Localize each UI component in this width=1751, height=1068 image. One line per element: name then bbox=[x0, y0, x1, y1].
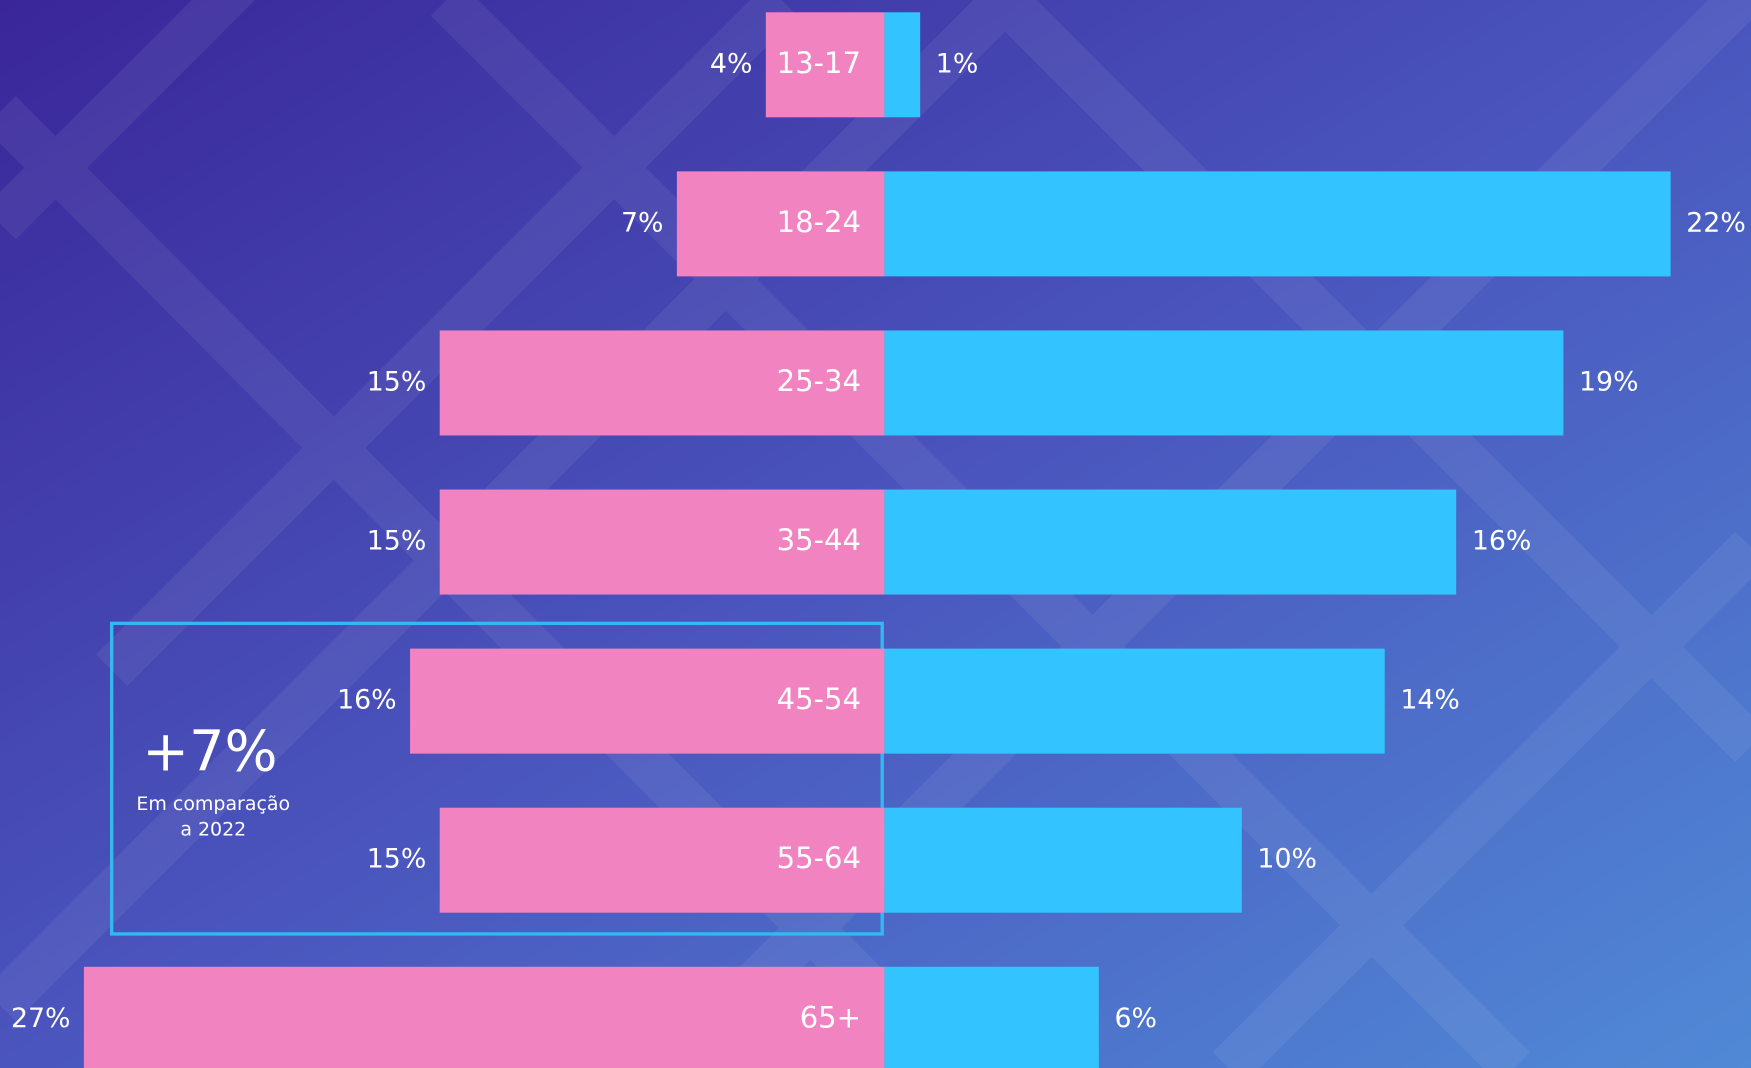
category-label: 65+ bbox=[800, 1000, 861, 1034]
category-label: 45-54 bbox=[777, 682, 861, 716]
category-label: 25-34 bbox=[777, 364, 861, 398]
bar bbox=[884, 648, 1385, 754]
value-label: 14% bbox=[1400, 685, 1460, 716]
bar bbox=[765, 12, 885, 118]
category-label: 55-64 bbox=[777, 841, 861, 875]
bar bbox=[83, 966, 885, 1068]
value-label: 27% bbox=[11, 1003, 71, 1034]
value-label: 15% bbox=[367, 526, 427, 557]
category-label: 35-44 bbox=[777, 523, 861, 557]
annotation-box bbox=[109, 621, 884, 936]
bar bbox=[439, 489, 885, 595]
bar bbox=[439, 330, 885, 436]
annotation-text: Em comparação bbox=[136, 793, 290, 815]
bar bbox=[884, 171, 1671, 277]
category-label: 13-17 bbox=[777, 46, 861, 80]
bar bbox=[884, 966, 1099, 1068]
value-label: 6% bbox=[1114, 1003, 1157, 1034]
value-label: 15% bbox=[367, 844, 427, 875]
annotation-headline: +7% bbox=[142, 719, 277, 784]
value-label: 4% bbox=[710, 48, 753, 79]
bar bbox=[676, 171, 885, 277]
value-label: 16% bbox=[337, 685, 397, 716]
bar bbox=[884, 12, 921, 118]
value-label: 22% bbox=[1686, 207, 1746, 238]
bar bbox=[439, 807, 885, 913]
value-label: 1% bbox=[936, 48, 979, 79]
value-label: 10% bbox=[1257, 844, 1317, 875]
value-label: 16% bbox=[1472, 526, 1532, 557]
value-label: 15% bbox=[367, 366, 427, 397]
category-label: 18-24 bbox=[777, 205, 861, 239]
value-label: 7% bbox=[621, 207, 664, 238]
annotation-text: a 2022 bbox=[180, 819, 246, 841]
bar bbox=[884, 807, 1242, 913]
value-label: 19% bbox=[1579, 366, 1639, 397]
bar bbox=[884, 489, 1457, 595]
bar bbox=[884, 330, 1564, 436]
bar bbox=[410, 648, 885, 754]
